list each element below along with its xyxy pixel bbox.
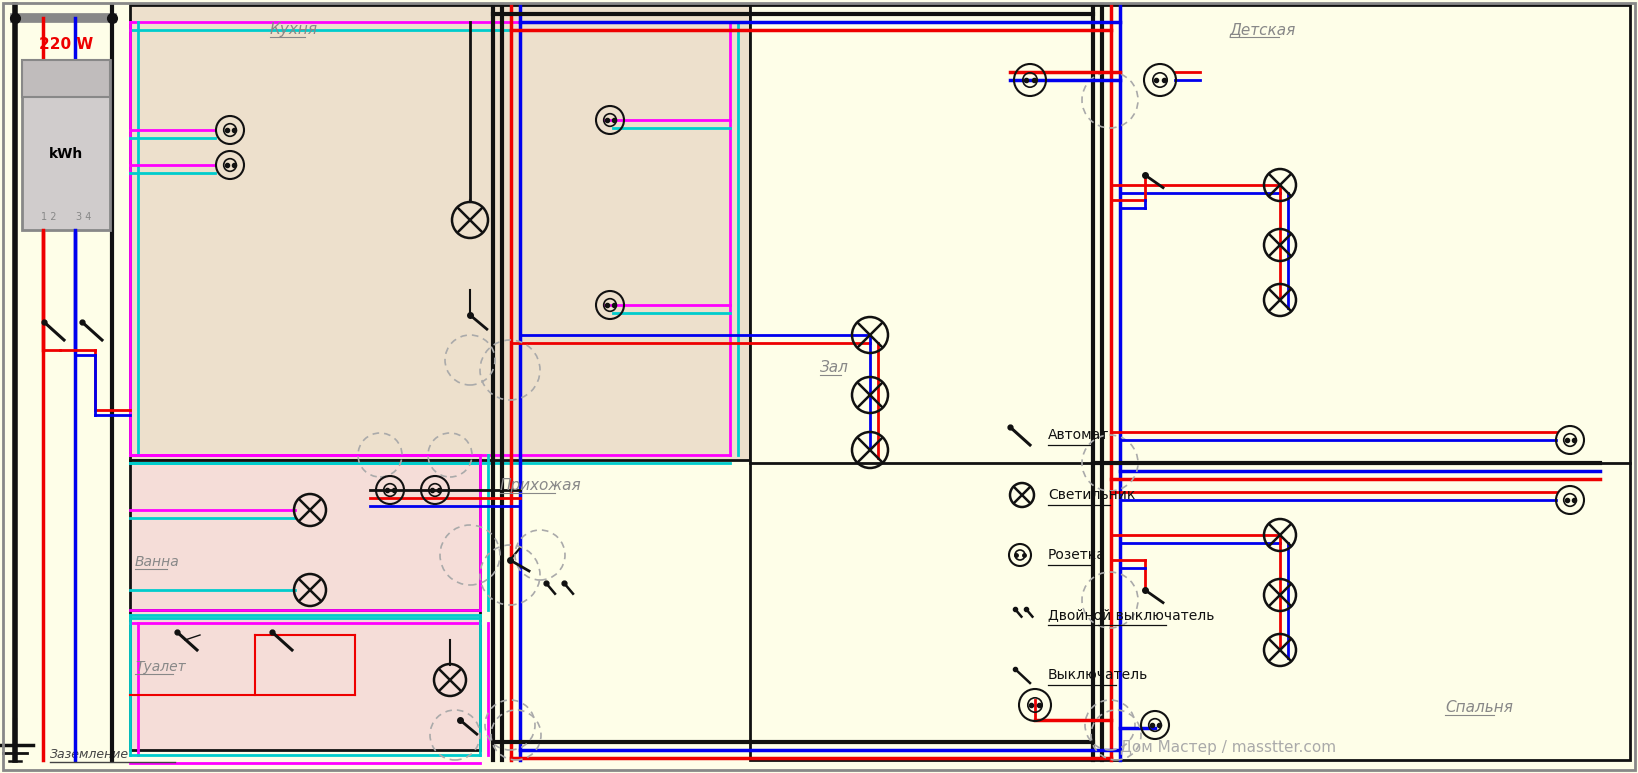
Text: Прихожая: Прихожая [500,478,581,493]
Text: Туалет: Туалет [134,660,185,674]
Bar [129,5,750,460]
Text: 3 4: 3 4 [75,212,92,222]
Text: 220 W: 220 W [39,37,93,52]
Text: Выключатель: Выключатель [1048,668,1148,682]
Text: Зал: Зал [821,360,848,375]
Text: Розетка: Розетка [1048,548,1106,562]
Text: kWh: kWh [49,147,84,161]
Text: Детская: Детская [1230,22,1296,37]
Bar [21,60,110,97]
Bar [129,610,480,750]
Text: Кухня: Кухня [270,22,318,37]
Text: Спальня: Спальня [1445,700,1514,715]
Text: 1 2: 1 2 [41,212,56,222]
Text: Ванна: Ванна [134,555,180,569]
Text: Светильник: Светильник [1048,488,1135,502]
Bar [750,5,1630,760]
Bar [21,60,110,230]
Text: Заземление: Заземление [51,748,129,761]
Text: Дом Мастер / masstter.com: Дом Мастер / masstter.com [1120,740,1337,755]
Text: Автомат: Автомат [1048,428,1109,442]
Bar [129,460,480,610]
Text: Двойной выключатель: Двойной выключатель [1048,608,1214,622]
